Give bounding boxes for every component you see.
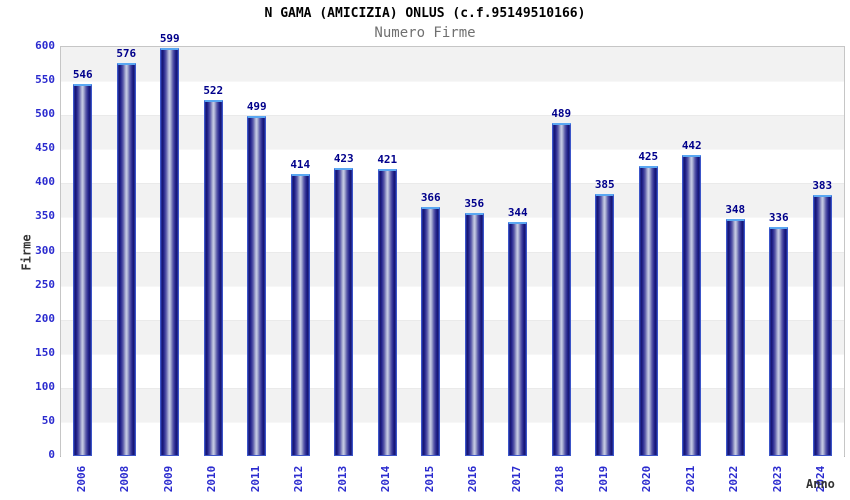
bar-2023 — [769, 226, 789, 456]
x-tick-label: 2013 — [335, 465, 349, 493]
y-tick-label: 150 — [35, 345, 55, 359]
y-tick-label: 250 — [35, 277, 55, 291]
x-tick-label: 2014 — [379, 465, 393, 493]
y-tick-label: 50 — [41, 413, 55, 427]
y-tick-label: 450 — [35, 141, 55, 155]
y-tick-label: 200 — [35, 311, 55, 325]
y-tick-label: 550 — [35, 73, 55, 87]
bar-value-label: 423 — [333, 151, 354, 165]
chart-title: N GAMA (AMICIZIA) ONLUS (c.f.95149510166… — [264, 6, 586, 21]
bar-2016 — [464, 213, 484, 456]
bar-value-label: 499 — [246, 99, 267, 113]
bar-value-label: 599 — [159, 31, 180, 45]
x-axis-tick-labels: 2006 2008 2009 2010 2011 2012 2013 2014 2015 2016… — [60, 455, 843, 500]
x-tick-label: 2010 — [205, 465, 219, 493]
bar-2011 — [247, 115, 267, 456]
bar-2024 — [812, 194, 832, 456]
y-tick-label: 350 — [35, 209, 55, 223]
grid-band — [61, 115, 844, 151]
x-tick-label: 2017 — [509, 465, 523, 493]
bar-2018 — [551, 122, 571, 456]
bar-value-label: 344 — [507, 205, 528, 219]
grid-band — [61, 217, 844, 253]
x-tick-label: 2018 — [553, 465, 567, 493]
grid-band — [61, 81, 844, 117]
grid-band — [61, 149, 844, 185]
bar-2019 — [595, 193, 615, 456]
bar-2020 — [638, 166, 658, 456]
bar-value-label: 366 — [420, 190, 441, 204]
y-tick-label: 100 — [35, 379, 55, 393]
y-tick-label: 500 — [35, 107, 55, 121]
bar-value-label: 489 — [551, 106, 572, 120]
grid-band — [61, 47, 844, 82]
x-tick-label: 2012 — [292, 465, 306, 493]
bar-value-label: 522 — [203, 84, 224, 98]
y-tick-label: 600 — [35, 39, 55, 52]
bar-2012 — [290, 173, 310, 456]
bar-value-label: 546 — [72, 67, 93, 81]
x-axis-title: Anno — [806, 477, 835, 491]
x-tick-label: 2008 — [118, 465, 132, 493]
bar-value-label: 421 — [377, 153, 398, 167]
bar-2015 — [421, 206, 441, 456]
grid-band — [61, 183, 844, 219]
grid-band — [61, 251, 844, 287]
x-tick-label: 2006 — [74, 465, 88, 493]
bar-2006 — [73, 83, 93, 456]
x-tick-label: 2009 — [161, 465, 175, 493]
bar-value-label: 356 — [464, 197, 485, 211]
bar-2008 — [116, 63, 136, 456]
bar-2017 — [508, 221, 528, 456]
grid-band — [61, 353, 844, 389]
bar-2010 — [203, 100, 223, 456]
x-tick-label: 2020 — [640, 465, 654, 493]
x-tick-label: 2016 — [466, 465, 480, 493]
bar-2022 — [725, 218, 745, 456]
grid-band — [61, 421, 844, 457]
bar-value-label: 336 — [768, 210, 789, 224]
bar-value-label: 383 — [812, 178, 833, 192]
x-tick-label: 2015 — [422, 465, 436, 493]
bar-value-label: 414 — [290, 157, 311, 171]
y-tick-label: 400 — [35, 175, 55, 189]
bar-value-label: 348 — [725, 202, 746, 216]
x-tick-label: 2021 — [683, 465, 697, 493]
bar-2013 — [334, 167, 354, 456]
x-tick-label: 2011 — [248, 465, 262, 493]
bar-value-label: 442 — [681, 138, 702, 152]
plot-area: 546 576 599 522 499 414 423 421 366 356 344 489 385 4… — [60, 32, 845, 457]
bar-value-label: 425 — [638, 150, 659, 164]
y-tick-label: 300 — [35, 243, 55, 257]
bar-2021 — [682, 154, 702, 456]
x-tick-label: 2019 — [596, 465, 610, 493]
bar-value-label: 385 — [594, 177, 615, 191]
chart-subtitle: Numero Firme — [374, 25, 476, 41]
x-tick-label: 2023 — [770, 465, 784, 493]
grid-band — [61, 319, 844, 355]
x-tick-label: 2022 — [727, 465, 741, 493]
grid-band — [61, 285, 844, 321]
grid-band — [61, 387, 844, 423]
bar-value-label: 576 — [116, 47, 137, 61]
y-tick-label: 0 — [48, 448, 55, 461]
bar-2014 — [377, 169, 397, 456]
bar-2009 — [160, 47, 180, 456]
